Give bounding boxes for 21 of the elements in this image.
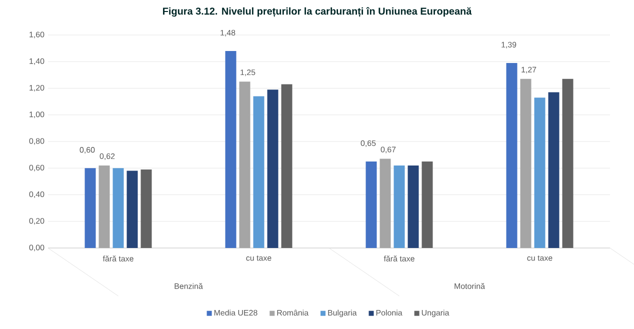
bar bbox=[422, 161, 433, 248]
bar bbox=[408, 165, 419, 248]
bar bbox=[548, 92, 560, 248]
bar bbox=[140, 169, 152, 248]
bar bbox=[562, 78, 574, 248]
bar bbox=[267, 90, 278, 248]
bar bbox=[366, 161, 377, 248]
bar bbox=[380, 158, 391, 248]
bar bbox=[112, 168, 124, 248]
bar bbox=[239, 82, 250, 248]
bar bbox=[126, 170, 138, 248]
bar bbox=[506, 62, 518, 248]
bar bbox=[281, 84, 292, 248]
bar bbox=[394, 165, 405, 248]
bar bbox=[98, 165, 110, 248]
bar bbox=[520, 78, 532, 248]
bar bbox=[225, 50, 236, 248]
bar bbox=[253, 96, 264, 248]
bar bbox=[534, 98, 546, 248]
chart-title: Figura 3.12. Nivelul prețurilor la carburanți în Uniunea Europeană bbox=[163, 7, 472, 17]
bar bbox=[84, 168, 96, 248]
